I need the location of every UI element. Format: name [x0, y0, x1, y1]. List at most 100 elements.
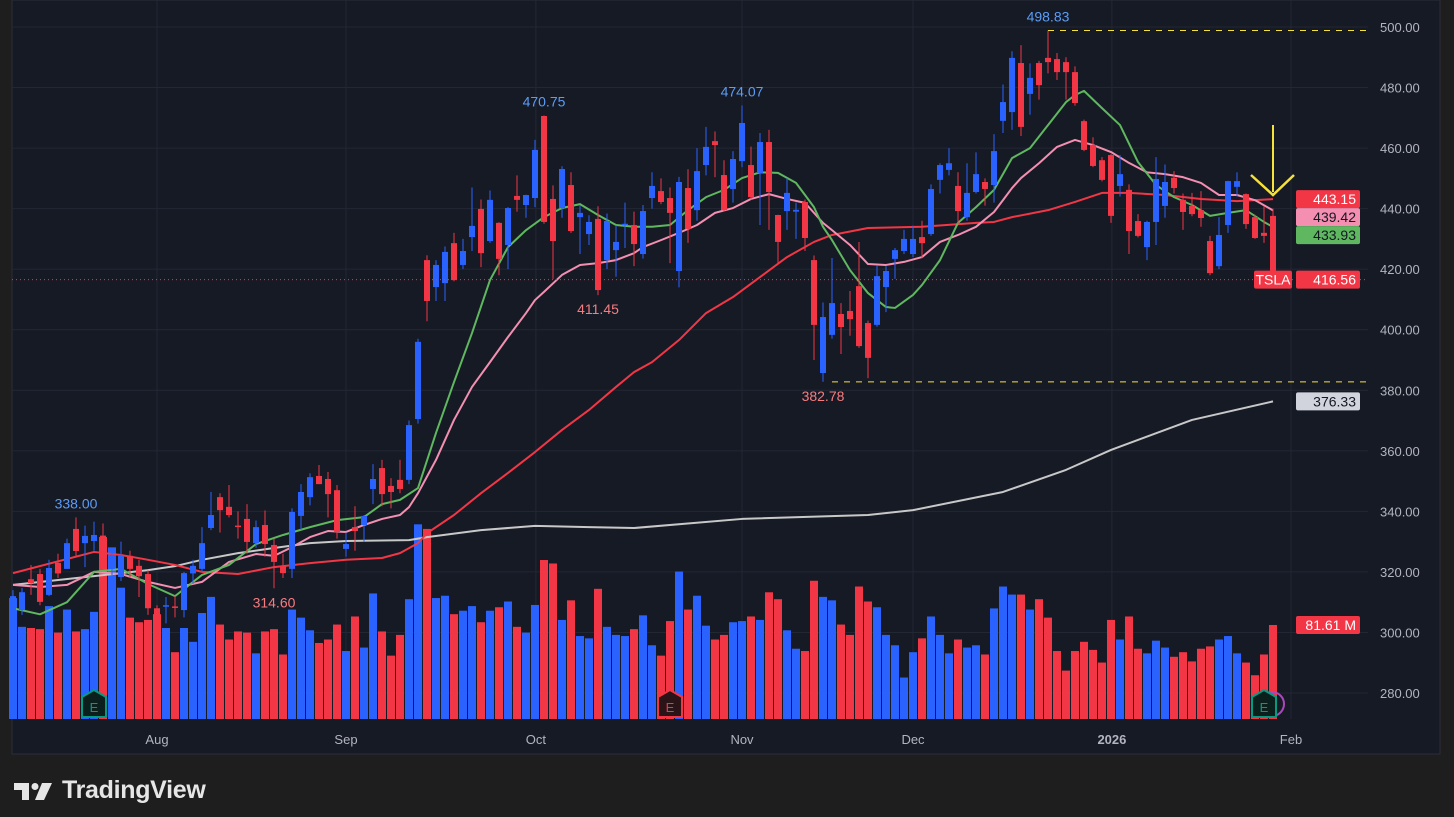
candle — [784, 178, 790, 230]
volume-bar — [531, 604, 539, 719]
volume-bar — [1242, 662, 1250, 719]
time-tick-label: Oct — [526, 732, 547, 747]
candle — [172, 596, 178, 618]
candle-body — [676, 181, 682, 272]
candle-body — [703, 146, 709, 166]
candle — [55, 553, 61, 578]
candle — [712, 131, 718, 178]
volume-bar — [1116, 639, 1124, 719]
candle — [1171, 171, 1177, 194]
candle — [109, 550, 115, 575]
candle-body — [766, 142, 772, 192]
candle — [127, 550, 133, 578]
candle-body — [208, 515, 214, 529]
price-axis[interactable]: 500.00 480.00 460.00 440.00 420.00 400.00 380.… — [1254, 20, 1420, 701]
tradingview-logo-text: TradingView — [62, 776, 206, 804]
candle — [73, 517, 79, 557]
volume-bar — [486, 610, 494, 719]
price-tick-label: 280.00 — [1380, 686, 1420, 701]
candle — [208, 491, 214, 531]
candle-body — [1189, 205, 1195, 215]
candle — [181, 571, 187, 618]
volume-bar — [144, 619, 152, 719]
candle — [424, 255, 430, 322]
candle-body — [757, 142, 763, 173]
candle — [154, 605, 160, 626]
symbol-tag: TSLA — [1255, 272, 1291, 288]
candle-body — [1207, 241, 1213, 274]
volume-bar — [540, 560, 548, 719]
candle-body — [523, 195, 529, 206]
ma-value-label-bg — [1296, 226, 1360, 245]
volume-bar — [1206, 646, 1214, 719]
volume-bar — [549, 563, 557, 719]
volume-bar — [594, 588, 602, 719]
volume-bar — [747, 616, 755, 719]
candle — [1135, 214, 1141, 238]
candle-body — [1144, 221, 1150, 248]
candle-body — [550, 198, 556, 242]
volume-bar — [891, 645, 899, 719]
candle — [739, 105, 745, 168]
volume-bar — [324, 639, 332, 719]
overlays: 338.00 314.60 470.75 411.45 474.07 382.78 498.… — [12, 9, 1368, 718]
candle — [1045, 30, 1051, 74]
candle-body — [1072, 72, 1078, 103]
candle — [937, 163, 943, 194]
time-tick-label: Sep — [334, 732, 357, 747]
candle — [1144, 220, 1150, 261]
candle — [874, 265, 880, 327]
volume-bar — [1215, 639, 1223, 719]
candle — [1216, 217, 1222, 270]
candle — [577, 205, 583, 255]
earnings-marker[interactable]: E — [657, 688, 683, 718]
candle — [145, 570, 151, 615]
candle — [1036, 60, 1042, 100]
candle-body — [28, 579, 34, 584]
price-tick-label: 300.00 — [1380, 625, 1420, 640]
volume-bar — [621, 636, 629, 719]
candle — [406, 420, 412, 485]
candle-body — [1270, 215, 1276, 280]
candle-body — [1054, 59, 1060, 73]
earnings-letter: E — [666, 700, 675, 715]
candle — [46, 559, 52, 597]
earnings-icon — [657, 688, 683, 718]
candle-body — [1000, 102, 1006, 121]
candle-body — [991, 151, 997, 186]
volume-bar — [1161, 647, 1169, 719]
candle-body — [982, 181, 988, 189]
candle — [1198, 191, 1204, 227]
candle-body — [595, 218, 601, 291]
candle-body — [226, 506, 232, 516]
volume-bar — [1179, 652, 1187, 719]
candle-body — [442, 251, 448, 284]
high-price-label: 338.00 — [55, 495, 98, 511]
volume-bar — [918, 638, 926, 719]
candle — [892, 247, 898, 279]
candle — [1072, 66, 1078, 106]
candle — [622, 202, 628, 248]
time-axis[interactable]: Aug Sep Oct Nov Dec 2026 Feb — [12, 732, 1440, 755]
ma-value-label-bg — [1296, 392, 1360, 411]
volume-bar — [1062, 670, 1070, 719]
candle-body — [640, 211, 646, 255]
candle — [829, 257, 835, 339]
chart-panel — [11, 0, 1441, 755]
earnings-marker[interactable]: E — [1251, 688, 1285, 718]
candle-body — [109, 559, 115, 569]
candle-body — [739, 122, 745, 162]
candle — [118, 541, 124, 581]
tradingview-logo[interactable]: TradingView — [14, 776, 206, 805]
candle-body — [973, 174, 979, 192]
candle-body — [784, 192, 790, 212]
candle-body — [163, 605, 169, 607]
high-price-label: 470.75 — [523, 94, 566, 110]
candle-body — [748, 165, 754, 198]
volume-bar — [378, 631, 386, 719]
candle — [1027, 63, 1033, 115]
candle-body — [82, 535, 88, 544]
price-tick-label: 320.00 — [1380, 565, 1420, 580]
earnings-marker[interactable]: E — [81, 688, 107, 718]
